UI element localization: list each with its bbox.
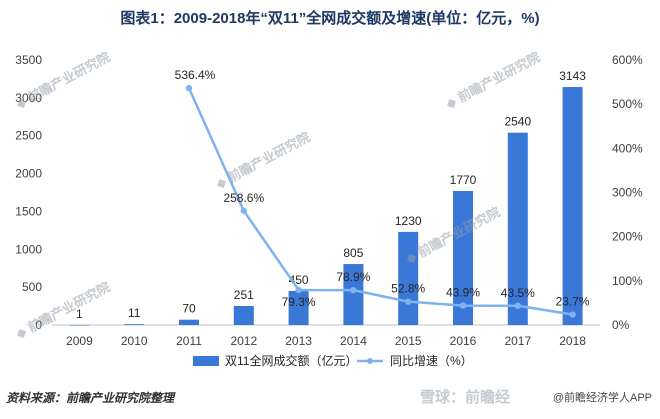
y-right-tick-label: 100% — [612, 274, 643, 288]
growth-value-label: 536.4% — [175, 68, 216, 82]
growth-value-label: 52.8% — [391, 282, 425, 296]
y-left-tick-label: 2000 — [15, 167, 42, 181]
y-left-tick-label: 3000 — [15, 91, 42, 105]
growth-point — [185, 84, 193, 92]
growth-point — [459, 302, 467, 309]
bar-value-label: 1 — [76, 307, 83, 321]
footer-watermark: 雪球：前瞻经 — [420, 389, 511, 406]
bar — [179, 319, 199, 325]
bar — [453, 190, 473, 325]
growth-point — [405, 298, 412, 305]
bar-value-label: 1230 — [395, 214, 422, 228]
legend-bar-label: 双11全网成交额（亿元） — [225, 353, 357, 368]
y-right-tick-label: 300% — [612, 186, 643, 200]
y-left-tick-label: 2500 — [15, 129, 42, 143]
growth-value-label: 43.9% — [446, 286, 480, 300]
growth-value-label: 23.7% — [556, 295, 590, 309]
legend-line-marker — [367, 358, 373, 364]
growth-value-label: 258.6% — [223, 191, 264, 205]
growth-line — [187, 87, 573, 316]
bar — [288, 290, 309, 325]
x-tick-label: 2013 — [285, 334, 312, 348]
y-right-tick-label: 200% — [612, 230, 643, 244]
x-tick-label: 2010 — [121, 334, 148, 348]
y-right-tick-label: 0% — [612, 318, 630, 332]
growth-value-label: 78.9% — [336, 270, 370, 284]
growth-point — [350, 286, 357, 294]
growth-value-label: 43.5% — [501, 286, 535, 300]
x-tick-label: 2011 — [176, 334, 202, 348]
bar-value-label: 1770 — [450, 173, 477, 187]
bar — [69, 324, 90, 326]
bar — [507, 132, 528, 325]
y-right-tick-label: 500% — [612, 97, 643, 111]
x-tick-label: 2017 — [504, 334, 531, 348]
bar-value-label: 70 — [182, 302, 196, 316]
x-tick-label: 2016 — [450, 334, 477, 348]
y-left-tick-label: 1000 — [15, 242, 42, 256]
growth-point — [514, 302, 521, 309]
footer-credit: @前瞻经济学人APP — [552, 392, 652, 404]
y-left-tick-label: 0 — [35, 318, 42, 332]
bar — [124, 324, 145, 325]
bar-value-label: 805 — [343, 246, 363, 260]
legend-line-label: 同比增速（%） — [390, 354, 473, 368]
legend-bar-swatch — [193, 356, 219, 366]
x-tick-label: 2018 — [559, 334, 586, 348]
y-left-tick-label: 500 — [22, 280, 42, 294]
source-note: 资料来源：前瞻产业研究院整理 — [6, 391, 175, 405]
bar — [562, 87, 583, 325]
x-tick-label: 2015 — [395, 334, 422, 348]
bar — [343, 264, 364, 325]
bar-value-label: 11 — [128, 306, 141, 320]
bar-value-label: 251 — [234, 288, 254, 302]
y-left-tick-label: 3500 — [15, 53, 42, 67]
y-right-tick-label: 400% — [612, 141, 643, 155]
growth-point — [569, 311, 576, 318]
growth-value-label: 79.3% — [282, 295, 316, 309]
x-tick-label: 2009 — [66, 334, 93, 348]
bar-value-label: 2540 — [504, 115, 531, 129]
chart-title: 图表1：2009-2018年“双11”全网成交额及增速(单位：亿元，%) — [120, 10, 540, 27]
bar-value-label: 3143 — [559, 69, 586, 83]
growth-point — [295, 286, 302, 294]
y-left-tick-label: 1500 — [15, 204, 42, 218]
y-right-tick-label: 600% — [612, 53, 643, 67]
bar — [233, 305, 254, 325]
growth-point — [240, 207, 247, 214]
x-tick-label: 2014 — [340, 334, 367, 348]
x-tick-label: 2012 — [230, 334, 257, 348]
